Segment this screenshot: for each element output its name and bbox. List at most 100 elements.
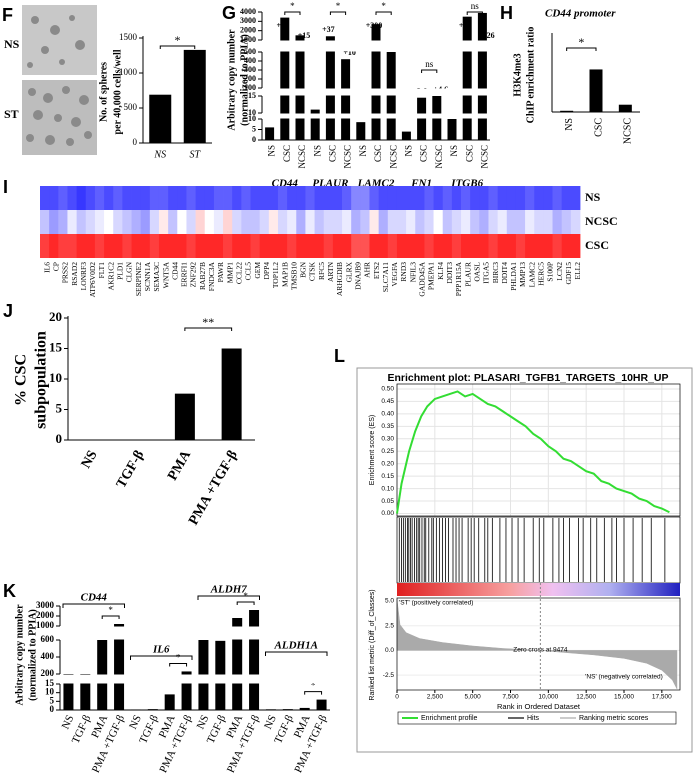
x-tick-label: NS (564, 118, 575, 131)
column-label: ITGA5 (482, 262, 491, 284)
bar (63, 674, 74, 710)
heatmap-cell (250, 210, 261, 234)
heatmap-cell (433, 186, 444, 210)
bar (386, 52, 396, 140)
column-label: GLRX (344, 261, 353, 282)
heatmap-cell (387, 186, 398, 210)
heatmap-cell (387, 210, 398, 234)
column-label: ERRFI1 (180, 262, 189, 287)
y-tick-label: 0.00 (381, 510, 394, 517)
y-tick-label: 20 (49, 309, 62, 324)
y-tick-label: 0.30 (381, 436, 394, 443)
heatmap-cell (287, 234, 297, 258)
x-tick-label: ST (189, 149, 201, 160)
fold-label: +10 (343, 48, 356, 57)
column-label: LAMC2 (527, 262, 536, 288)
x-tick-label: CSC (282, 145, 292, 162)
significance-bracket (101, 615, 120, 619)
heatmap-cell (268, 234, 279, 258)
heatmap-cell (168, 210, 178, 234)
column-label: GDF15 (564, 262, 573, 285)
heatmap-cell (131, 186, 142, 210)
heatmap-cell (40, 186, 50, 210)
heatmap-cell (561, 210, 572, 234)
x-tick-label: 17,500 (652, 694, 672, 701)
heatmap-cell (506, 186, 517, 210)
heatmap-cell (149, 234, 160, 258)
heatmap-cell (232, 234, 242, 258)
heatmap-cell (369, 234, 380, 258)
legend-box (397, 711, 677, 725)
heatmap-cell (506, 234, 517, 258)
heatmap-cell (58, 210, 68, 234)
heatmap-cell (58, 234, 68, 258)
panel-letter: H (500, 3, 513, 23)
x-tick-label: 10,000 (538, 694, 558, 701)
bar (341, 59, 351, 141)
column-label: DDIT4 (500, 262, 509, 284)
significance-label: * (290, 1, 295, 11)
y-tick-label: 15 (49, 339, 63, 354)
bar (310, 109, 320, 140)
y-tick-label: 0.40 (381, 411, 394, 418)
annotation: Zero cross at 9474 (513, 647, 568, 654)
y-axis-label: No. of spheres (98, 62, 109, 122)
y-tick-label: 0.25 (381, 448, 394, 455)
heatmap-cell (76, 186, 87, 210)
group-bracket (197, 595, 260, 600)
column-label: AHR (363, 262, 372, 278)
heatmap-cell (122, 186, 132, 210)
column-label: VEGFA (390, 261, 399, 286)
column-label: ARTN (326, 261, 335, 282)
bar (295, 35, 305, 141)
heatmap-cell (442, 210, 453, 234)
heatmap-cell (406, 234, 416, 258)
heatmap-cell (415, 186, 425, 210)
heatmap-cell (223, 234, 233, 258)
y-tick-label: 10 (45, 687, 55, 697)
heatmap-cell (332, 186, 343, 210)
y-axis-label: Arbitrary copy number (14, 604, 25, 706)
row-label: NCSC (585, 214, 618, 228)
column-label: RFC5 (317, 262, 326, 280)
heatmap-cell (470, 186, 480, 210)
bar (114, 624, 125, 710)
significance-label: ns (471, 1, 480, 11)
y-axis-label: subpopulation (33, 331, 50, 429)
heatmap-cell (479, 186, 489, 210)
heatmap-cell (259, 186, 270, 210)
heatmap-cell (497, 186, 508, 210)
y-tick-label: 0.10 (381, 485, 394, 492)
heatmap-cell (49, 186, 59, 210)
column-label: RSAD2 (70, 262, 79, 286)
heatmap-cell (223, 210, 233, 234)
heatmap-cell (232, 186, 242, 210)
heatmap-cell (515, 210, 526, 234)
heatmap-cell (543, 210, 553, 234)
heatmap-cell (140, 210, 151, 234)
heatmap-cell (332, 234, 343, 258)
heatmap-cell (525, 234, 535, 258)
heatmap-cell (76, 210, 87, 234)
significance-label: * (243, 591, 248, 601)
panel-letter: G (222, 3, 236, 23)
heatmap-cell (213, 210, 224, 234)
column-label: KLF4 (436, 262, 445, 280)
bar (299, 707, 310, 710)
column-label: SEMA3C (152, 262, 161, 292)
y-tick-label: 1000 (119, 67, 138, 77)
y-tick-label: 0 (133, 137, 138, 147)
bar (249, 610, 260, 710)
x-axis-label: Rank in Ordered Dataset (497, 702, 581, 711)
heatmap-cell (140, 234, 151, 258)
heatmap-cell (49, 234, 59, 258)
y-tick-label: 5 (50, 695, 55, 705)
heatmap-cell (552, 186, 563, 210)
column-label: ZNF292 (189, 262, 198, 288)
heatmap-cell (232, 210, 242, 234)
group-label: ALDH1A (274, 640, 318, 652)
heatmap-cell (113, 234, 123, 258)
heatmap-cell (552, 210, 563, 234)
